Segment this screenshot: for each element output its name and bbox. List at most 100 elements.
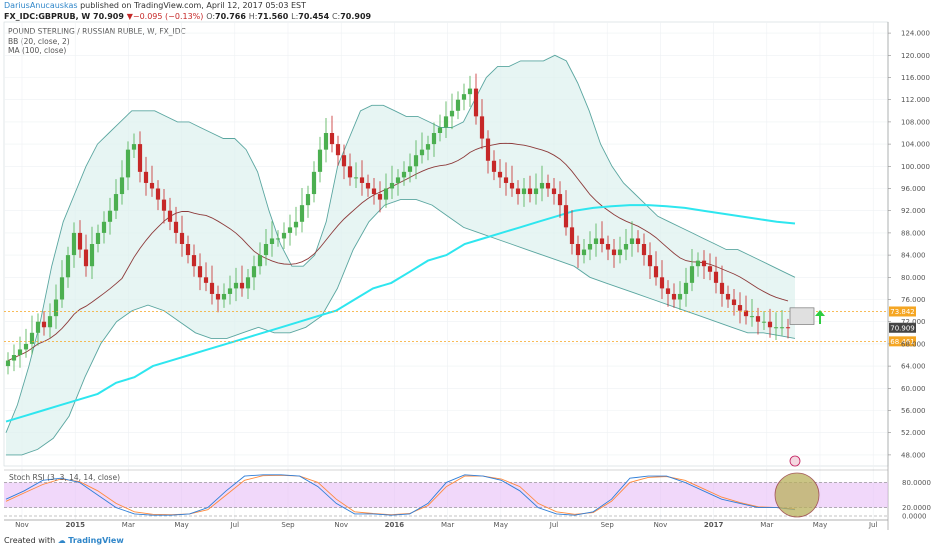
ma100-line [5,204,796,423]
candle-body [689,266,695,283]
x-tick-label: May [494,521,508,529]
y-tick-label: 68.000 [901,340,926,348]
candle-body [659,277,665,289]
legend-bb[interactable]: BB (20, close, 2) [8,36,70,46]
candle-body [23,343,29,350]
candle-body [509,182,515,189]
x-tick-label: Mar [760,521,773,529]
candle-body [587,244,593,250]
candle-body [449,110,455,117]
candle-body [503,177,509,183]
candle-body [143,171,149,183]
candle-body [77,232,83,250]
y-tick-label: 100.000 [901,163,930,171]
candle-body [563,205,569,228]
candle-body [197,266,203,278]
y-tick-label: 124.000 [901,30,930,38]
candle-body [743,310,749,317]
candle-body [161,199,167,211]
y-tick-label: 64.000 [901,363,926,371]
y-tick-label: 120.000 [901,52,930,60]
candle-body [215,293,221,300]
candle-body [365,182,371,189]
candle-body [53,299,59,317]
candle-body [611,249,617,256]
candle-body [731,299,737,306]
x-tick-label: Jul [230,521,240,529]
x-tick-label: Jul [549,521,559,529]
price-label-last: 70.909 [890,324,915,332]
candle-body [695,260,701,267]
candle-body [185,244,191,256]
event-marker-icon [789,455,801,467]
candle-body [305,194,311,206]
candle-body [335,144,341,156]
candle-body [437,127,443,133]
candle-body [263,244,269,256]
candle-body [593,238,599,244]
candle-body [35,321,41,333]
candle-body [479,116,485,139]
candle-body [515,188,521,195]
candle-body [179,232,185,244]
candles [5,73,791,375]
candle-body [149,182,155,189]
candle-body [269,238,275,244]
candle-body [455,99,461,111]
candle-body [173,221,179,233]
candle-body [329,133,335,145]
candle-body [251,266,257,278]
annotations: 73.842 70.909 68.461 [4,306,916,467]
candle-body [155,188,161,200]
candle-body [551,188,557,195]
candle-body [539,182,545,189]
x-tick-label: May [813,521,827,529]
candle-body [485,138,491,161]
candle-body [575,244,581,256]
candle-body [377,194,383,200]
bollinger-lower [6,199,796,456]
candle-body [725,293,731,300]
candle-body [443,116,449,128]
candle-body [101,221,107,233]
candle-body [347,166,353,178]
legend-ma[interactable]: MA (100, close) [8,46,67,55]
close-label: C: [331,12,341,21]
stoch-label[interactable]: Stoch RSI (3, 3, 14, 14, close) [9,473,120,482]
x-tick-label: Nov [334,521,348,529]
candle-body [107,210,113,222]
candle-body [383,188,389,200]
candle-body [755,316,761,322]
low-value: 70.454 [298,12,330,21]
ma-line [5,204,796,423]
candle-body [281,232,287,239]
candle-body [137,144,143,172]
candle-body [527,188,533,195]
candle-body [779,327,785,329]
candle-body [341,155,347,167]
target-box [789,307,815,325]
y-tick-label: 48.000 [901,451,926,459]
candle-body [641,244,647,256]
tradingview-brand[interactable]: TradingView [68,536,124,545]
candle-body [5,360,11,367]
candle-body [431,133,437,145]
y-tick-label: 112.000 [901,96,930,104]
candle-body [227,288,233,294]
publish-info: published on TradingView.com, April 12, … [77,1,306,10]
candle-body [395,177,401,183]
candle-body [257,255,263,267]
candle-body [47,316,53,328]
candle-body [191,255,197,267]
candle-body [245,277,251,289]
x-tick-label: Sep [281,521,295,529]
candle-body [623,244,629,250]
symbol: FX_IDC:GBPRUB, W [4,12,91,21]
last-price: 70.909 [93,12,124,21]
author-name[interactable]: DariusAnucauskas [4,1,78,10]
candle-body [83,249,89,267]
open-label: O: [206,12,216,21]
tradingview-cloud-icon: ☁ [57,536,66,545]
y-tick-label: 96.000 [901,185,926,193]
